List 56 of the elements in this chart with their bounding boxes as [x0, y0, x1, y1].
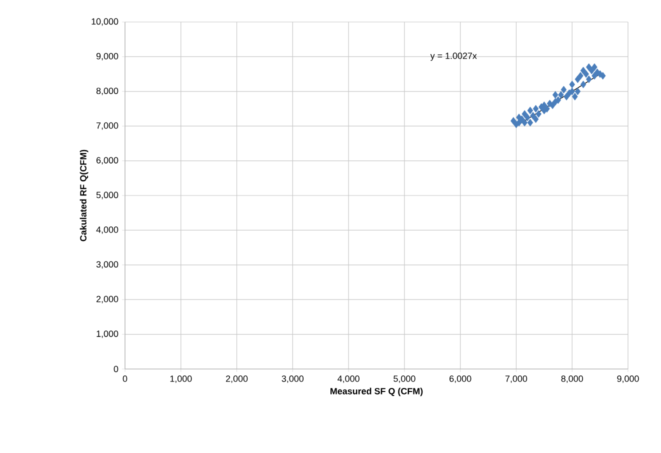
point	[544, 104, 550, 113]
point	[580, 66, 586, 74]
y-axis-title: Cakulated RF Q(CFM)	[80, 150, 88, 242]
point	[522, 110, 528, 118]
point	[516, 118, 522, 126]
y-tick-label: 1,000	[96, 330, 118, 338]
point	[588, 66, 595, 74]
x-tick-label: 8,000	[561, 376, 583, 383]
x-tick-label: 6,000	[450, 376, 472, 383]
point	[518, 115, 525, 123]
y-tick-label: 6,000	[96, 157, 118, 164]
y-tick-label: 5,000	[96, 192, 118, 200]
x-tick-label: 4,000	[338, 376, 360, 383]
x-tick-label: 7,000	[505, 376, 528, 383]
y-tick-label: 0	[114, 366, 118, 372]
y-tick-label: 9,000	[96, 52, 118, 60]
point	[527, 118, 534, 126]
point	[552, 91, 558, 99]
point	[574, 88, 581, 96]
point	[510, 117, 516, 125]
x-tick-label: 2,000	[226, 376, 248, 383]
x-tick-label: 9,000	[617, 376, 639, 383]
point	[592, 72, 598, 80]
point	[572, 92, 578, 100]
point	[522, 118, 528, 126]
point	[583, 70, 589, 78]
y-tick-label: 10,000	[92, 18, 118, 26]
x-tick-label: 0	[122, 376, 128, 382]
point	[600, 72, 606, 80]
point	[527, 106, 534, 114]
point	[532, 115, 539, 123]
point	[592, 63, 598, 71]
point	[536, 110, 542, 118]
point	[524, 114, 530, 122]
point	[558, 91, 564, 99]
point	[564, 92, 570, 100]
point	[560, 86, 567, 94]
y-tick-label: 4,000	[96, 226, 118, 234]
x-tick-label: 5,000	[394, 376, 416, 383]
point	[586, 75, 592, 84]
point	[586, 63, 592, 71]
annotation: y = 1.0027x	[430, 52, 477, 61]
point	[530, 112, 536, 120]
x-tick-label: 3,000	[282, 376, 304, 383]
point	[569, 88, 575, 96]
y-tick-label: 8,000	[96, 88, 118, 96]
point	[580, 80, 586, 88]
y-tick-label: 7,000	[96, 122, 118, 130]
y-tick-label: 2,000	[96, 296, 118, 304]
x-tick-label: 1,000	[170, 376, 192, 383]
point	[532, 104, 539, 113]
point	[569, 80, 575, 88]
x-axis-title: Measured SF Q (CFM)	[330, 388, 423, 396]
point	[578, 72, 584, 80]
point	[555, 96, 562, 104]
y-tick-label: 3,000	[96, 261, 118, 269]
